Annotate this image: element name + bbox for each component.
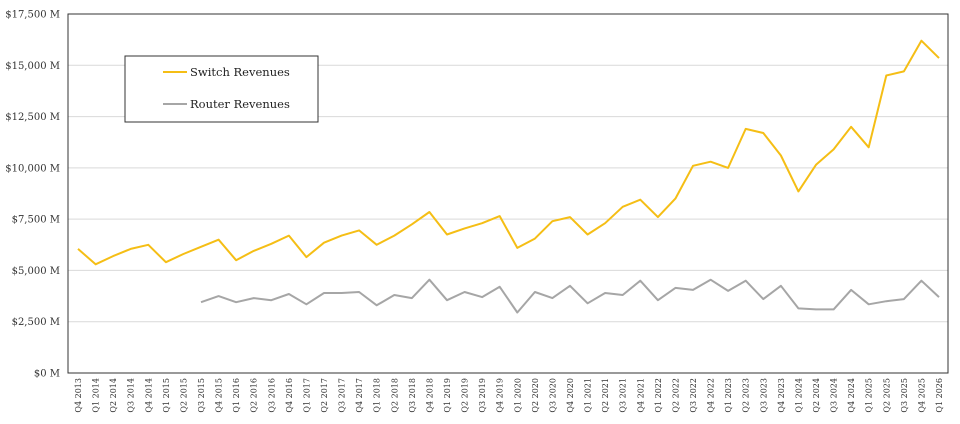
- x-tick-label: Q1 2024: [794, 378, 803, 413]
- x-tick-label: Q4 2014: [144, 378, 153, 413]
- x-tick-label: Q1 2016: [232, 378, 241, 413]
- x-tick-label: Q2 2016: [250, 378, 259, 413]
- x-tick-label: Q2 2020: [531, 378, 540, 413]
- x-tick-label: Q4 2023: [777, 378, 786, 413]
- x-tick-label: Q4 2017: [355, 378, 364, 413]
- x-tick-label: Q4 2016: [285, 378, 294, 413]
- x-tick-label: Q3 2024: [830, 378, 839, 413]
- legend-label-switch-revenues: Switch Revenues: [190, 65, 290, 79]
- y-axis-tick-labels: $0 M $2,500 M $5,000 M $7,500 M $10,000 M $12…: [5, 10, 60, 380]
- x-tick-label: Q1 2026: [935, 378, 944, 413]
- x-tick-label: Q1 2015: [162, 378, 171, 413]
- y-tick-label: $15,000 M: [5, 61, 60, 72]
- x-tick-label: Q4 2024: [847, 378, 856, 413]
- x-tick-label: Q1 2022: [654, 378, 663, 413]
- y-tick-label: $10,000 M: [5, 163, 60, 174]
- series-lines: [77, 39, 940, 314]
- x-tick-label: Q1 2025: [865, 378, 874, 413]
- x-tick-label: Q3 2014: [127, 378, 136, 413]
- y-tick-label: $12,500 M: [5, 112, 60, 123]
- series-line-switch-revenues: [77, 39, 940, 266]
- x-tick-label: Q2 2022: [671, 378, 680, 413]
- x-tick-label: Q1 2018: [373, 378, 382, 413]
- legend: Switch Revenues Router Revenues: [124, 55, 319, 123]
- x-tick-label: Q2 2023: [742, 378, 751, 413]
- x-tick-label: Q4 2021: [636, 378, 645, 413]
- x-tick-label: Q2 2025: [882, 378, 891, 413]
- x-tick-label: Q3 2019: [478, 378, 487, 413]
- y-tick-label: $5,000 M: [12, 266, 60, 277]
- x-tick-label: Q1 2019: [443, 378, 452, 413]
- x-tick-label: Q1 2014: [92, 378, 101, 413]
- x-tick-label: Q4 2015: [215, 378, 224, 413]
- x-tick-label: Q3 2018: [408, 378, 417, 413]
- series-line-router-revenues: [200, 278, 940, 314]
- y-tick-label: $17,500 M: [5, 10, 60, 21]
- x-tick-label: Q3 2025: [900, 378, 909, 413]
- x-tick-label: Q4 2025: [917, 378, 926, 413]
- x-tick-label: Q3 2021: [619, 378, 628, 413]
- x-tick-label: Q3 2020: [548, 378, 557, 413]
- x-tick-label: Q2 2019: [461, 378, 470, 413]
- x-tick-label: Q1 2017: [302, 378, 311, 413]
- x-tick-label: Q4 2020: [566, 378, 575, 413]
- x-tick-label: Q4 2022: [707, 378, 716, 413]
- x-tick-label: Q1 2021: [584, 378, 593, 413]
- x-tick-label: Q4 2018: [425, 378, 434, 413]
- x-tick-label: Q3 2022: [689, 378, 698, 413]
- x-tick-label: Q4 2013: [74, 378, 83, 413]
- x-tick-label: Q2 2024: [812, 378, 821, 413]
- x-tick-label: Q2 2018: [390, 378, 399, 413]
- y-tick-label: $0 M: [34, 369, 60, 380]
- x-tick-label: Q3 2015: [197, 378, 206, 413]
- x-tick-label: Q2 2015: [179, 378, 188, 413]
- y-tick-label: $7,500 M: [12, 215, 60, 226]
- x-tick-label: Q2 2021: [601, 378, 610, 413]
- x-tick-label: Q4 2019: [496, 378, 505, 413]
- x-tick-label: Q1 2023: [724, 378, 733, 413]
- y-tick-label: $2,500 M: [12, 317, 60, 328]
- x-axis-tick-labels: Q4 2013 Q1 2014 Q2 2014 Q3 2014 Q4 2014 Q1 20…: [74, 378, 944, 413]
- x-tick-label: Q1 2020: [513, 378, 522, 413]
- x-tick-label: Q3 2017: [338, 378, 347, 413]
- x-tick-label: Q2 2017: [320, 378, 329, 413]
- legend-label-router-revenues: Router Revenues: [190, 97, 290, 111]
- x-tick-label: Q3 2016: [267, 378, 276, 413]
- legend-box: [124, 55, 319, 123]
- x-tick-label: Q2 2014: [109, 378, 118, 413]
- plot-area-frame: [67, 13, 949, 374]
- x-tick-label: Q3 2023: [759, 378, 768, 413]
